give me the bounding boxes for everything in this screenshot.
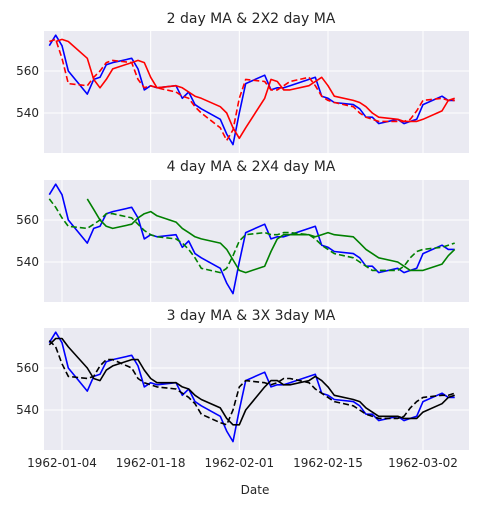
panel-1-y-ticks: 540 560 bbox=[16, 64, 39, 120]
x-tick-label: 1962-03-02 bbox=[388, 456, 458, 470]
panel-2-day-ma: 2 day MA & 2X2 day MA 540 560 bbox=[16, 11, 469, 153]
panel-3-title: 3 day MA & 3X 3day MA bbox=[167, 308, 336, 324]
series-line-3 bbox=[48, 198, 455, 274]
x-axis-label: Date bbox=[241, 483, 270, 497]
x-tick-label: 1962-01-04 bbox=[27, 456, 97, 470]
y-tick-label: 540 bbox=[16, 255, 39, 269]
panel-1-plot-area bbox=[44, 31, 469, 153]
x-tick-label: 1962-02-01 bbox=[204, 456, 274, 470]
y-tick-label: 540 bbox=[16, 403, 39, 417]
x-axis-ticks: 1962-01-04 1962-01-18 1962-02-01 1962-02-15… bbox=[27, 456, 458, 470]
panel-2-y-ticks: 540 560 bbox=[16, 213, 39, 269]
panel-1-gridlines bbox=[44, 31, 469, 153]
panel-3-plot-area bbox=[44, 328, 469, 450]
panel-1-series bbox=[48, 34, 455, 146]
x-tick-label: 1962-02-15 bbox=[293, 456, 363, 470]
panel-2-title: 4 day MA & 2X4 day MA bbox=[167, 159, 336, 175]
panel-3-series bbox=[48, 331, 455, 443]
series-line-2 bbox=[86, 198, 456, 274]
panel-4-day-ma: 4 day MA & 2X4 day MA 540 560 bbox=[16, 159, 469, 302]
panel-2-gridlines bbox=[44, 180, 469, 302]
y-tick-label: 540 bbox=[16, 106, 39, 120]
series-line-3 bbox=[49, 38, 455, 142]
y-tick-label: 560 bbox=[16, 64, 39, 78]
panel-3-gridlines bbox=[44, 328, 469, 450]
series-line-2 bbox=[48, 337, 455, 426]
y-tick-label: 560 bbox=[16, 361, 39, 375]
x-tick-label: 1962-01-18 bbox=[116, 456, 186, 470]
series-line-2 bbox=[55, 38, 455, 140]
panel-2-plot-area bbox=[44, 180, 469, 302]
panel-1-title: 2 day MA & 2X2 day MA bbox=[167, 11, 336, 27]
panel-3-y-ticks: 540 560 bbox=[16, 361, 39, 417]
series-line-3 bbox=[48, 340, 455, 426]
panel-2-series bbox=[48, 183, 456, 295]
y-tick-label: 560 bbox=[16, 213, 39, 227]
